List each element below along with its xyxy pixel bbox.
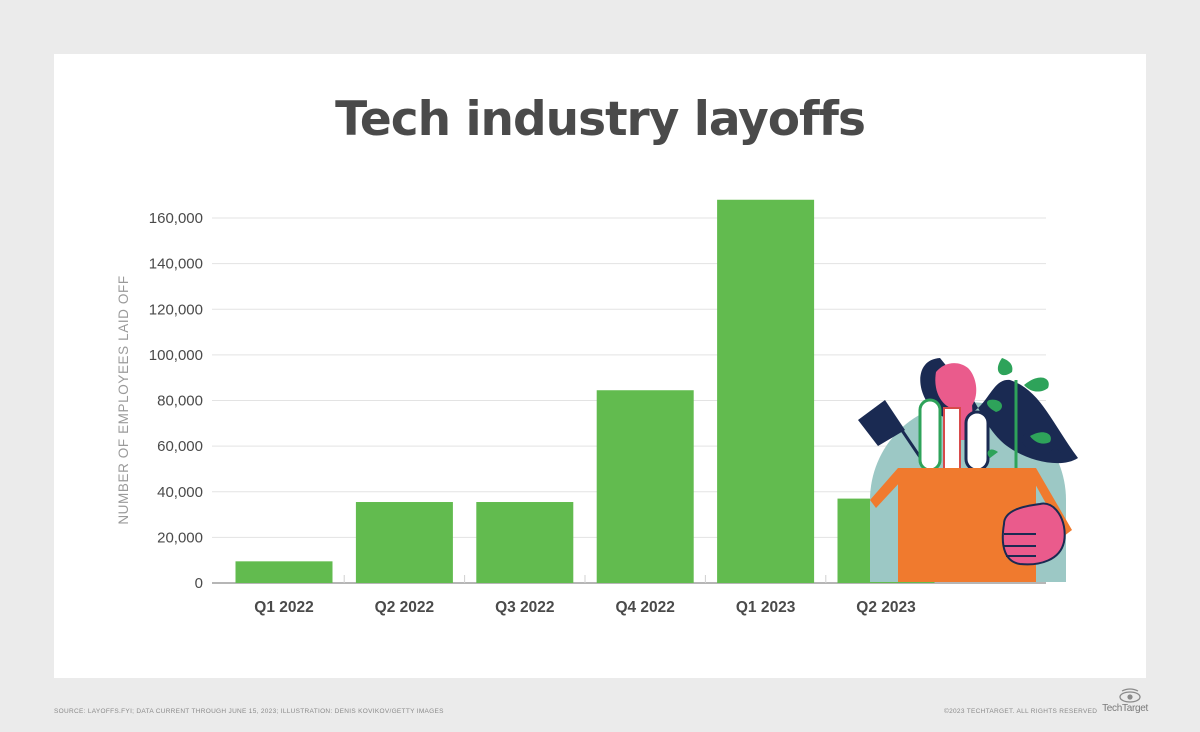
y-tick-label: 120,000 xyxy=(149,301,203,318)
x-tick-label: Q3 2022 xyxy=(495,599,554,616)
bar-q4-2022 xyxy=(596,390,694,583)
y-tick-label: 60,000 xyxy=(157,438,203,455)
y-tick-label: 140,000 xyxy=(149,256,203,273)
person-with-box-illustration xyxy=(858,358,1078,582)
x-tick-label: Q1 2022 xyxy=(254,599,313,616)
x-tick-label: Q1 2023 xyxy=(736,599,796,616)
y-tick-label: 100,000 xyxy=(149,347,203,364)
x-tick-label: Q2 2022 xyxy=(375,599,434,616)
y-axis-label: NUMBER OF EMPLOYEES LAID OFF xyxy=(116,275,131,524)
y-tick-labels: 0 20,000 40,000 60,000 80,000 100,000 120,000 1… xyxy=(149,210,203,592)
techtarget-logo: TechTarget xyxy=(1094,688,1148,718)
y-tick-label: 0 xyxy=(195,575,203,592)
source-note: SOURCE: LAYOFFS.FYI; DATA CURRENT THROUG… xyxy=(54,708,444,715)
copyright-note: ©2023 TECHTARGET. ALL RIGHTS RESERVED xyxy=(944,708,1098,715)
y-tick-label: 160,000 xyxy=(149,210,203,227)
y-tick-label: 40,000 xyxy=(157,484,203,501)
chart-title: Tech industry layoffs xyxy=(335,92,866,147)
bar-q2-2022 xyxy=(355,502,453,583)
x-tick-labels: Q1 2022 Q2 2022 Q3 2022 Q4 2022 Q1 2023 Q2 20… xyxy=(254,599,916,616)
y-tick-label: 80,000 xyxy=(157,393,203,410)
y-tick-label: 20,000 xyxy=(157,529,203,546)
bars xyxy=(235,199,935,583)
bar-q1-2023 xyxy=(717,199,815,583)
bar-q3-2022 xyxy=(476,502,574,583)
x-tick-label: Q2 2023 xyxy=(856,599,916,616)
x-tick-label: Q4 2022 xyxy=(615,599,674,616)
logo-text: TechTarget xyxy=(1102,703,1148,714)
eye-logo-icon xyxy=(1119,688,1141,703)
bar-q1-2022 xyxy=(235,561,333,583)
